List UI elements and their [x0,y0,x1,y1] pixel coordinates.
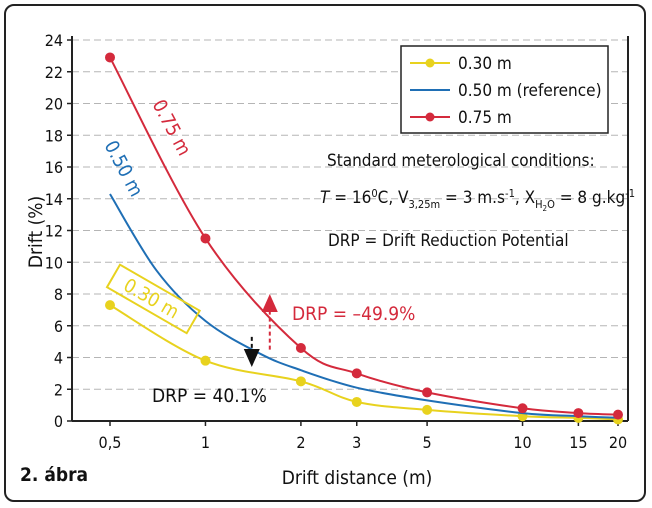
series-0-point-3 [351,396,362,407]
drp-black-arrow-head [243,349,260,368]
y-tick-label-10: 10 [45,253,63,272]
y-tick-label-12: 12 [45,222,63,241]
conditions-formula: T = 160C, V3,25m = 3 m.s-1, XH2O = 8 g.k… [320,187,635,213]
legend-label-0: 0.30 m [458,54,512,74]
y-tick-label-14: 14 [45,190,63,209]
x-ticks: 0,5 1 2 3 5 10 15 20 [99,421,627,452]
curve-label-050: 0.50 m [100,137,148,200]
curve-label-030-box: 0.30 m [105,263,202,335]
x-tick-label-3: 3 [352,433,361,452]
y-tick-label-22: 22 [45,63,63,82]
legend: 0.30 m 0.50 m (reference) 0.75 m [400,45,609,134]
drp-red-label: DRP = –49.9% [292,303,415,325]
legend-marker-0 [425,58,435,68]
drp-arrows [243,294,278,368]
legend-label-1: 0.50 m (reference) [458,81,602,101]
x-tick-label-2: 2 [296,433,305,452]
y-axis-label: Drift (%) [25,196,47,268]
curve-label-075: 0.75 m [148,96,196,159]
drp-red-arrow-head [261,294,278,312]
series-2-point-7 [613,409,623,420]
legend-marker-2 [425,112,435,122]
y-tick-label-16: 16 [45,158,63,177]
series-2-point-2 [295,342,306,353]
y-tick-label-4: 4 [54,349,63,368]
series-2-point-4 [422,387,433,398]
x-axis-label: Drift distance (m) [282,467,433,489]
series-2-point-1 [200,233,211,244]
gridlines [72,39,628,390]
y-tick-label-8: 8 [54,285,63,304]
drp-black-label: DRP = 40.1% [152,385,267,407]
series-line-1 [109,193,619,419]
legend-label-2: 0.75 m [458,108,512,128]
conditions-title: Standard meterological conditions: [327,151,595,171]
series-0-point-1 [200,355,211,366]
y-tick-label-2: 2 [54,380,63,399]
y-tick-label-6: 6 [54,317,63,336]
y-tick-label-0: 0 [54,412,63,431]
x-tick-label-5: 10 [513,433,531,452]
x-tick-label-0: 0,5 [99,433,122,452]
series-0-point-4 [422,404,433,415]
y-tick-label-20: 20 [45,95,63,114]
series-2-point-6 [573,408,584,419]
x-tick-label-1: 1 [201,433,210,452]
y-tick-label-24: 24 [45,31,63,50]
figure-label: 2. ábra [20,464,88,486]
series-2-point-5 [517,403,528,414]
series-2-point-3 [351,368,362,379]
drp-definition: DRP = Drift Reduction Potential [328,231,569,251]
series-0-point-0 [105,300,115,311]
series-lines [105,52,623,425]
x-tick-label-6: 15 [569,433,587,452]
x-tick-label-7: 20 [609,433,627,452]
x-tick-label-4: 5 [423,433,432,452]
series-2-point-0 [105,52,115,63]
y-tick-label-18: 18 [45,126,63,145]
series-0-point-2 [295,376,306,387]
